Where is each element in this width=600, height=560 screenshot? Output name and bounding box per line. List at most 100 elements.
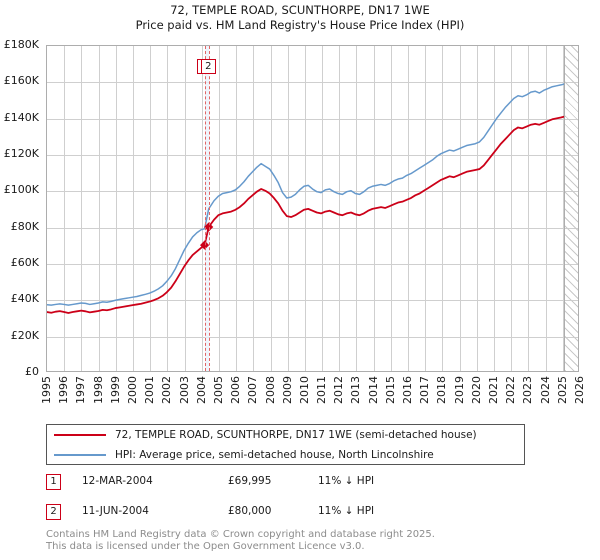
grid-line-vertical xyxy=(562,46,564,371)
grid-line-vertical xyxy=(201,46,203,371)
legend-label-hpi: HPI: Average price, semi-detached house,… xyxy=(115,449,434,461)
transaction-index-badge: 1 xyxy=(46,474,61,490)
x-axis-tick-label: 2012 xyxy=(332,376,346,404)
y-axis-tick-label: £60K xyxy=(10,256,39,269)
x-axis-tick-label: 2015 xyxy=(383,376,397,404)
table-row: 2 11-JUN-2004 £80,000 11% ↓ HPI xyxy=(46,504,526,524)
y-axis-tick-label: £20K xyxy=(10,328,39,342)
x-axis-tick-label: 2020 xyxy=(469,376,483,404)
chart-plot-area xyxy=(46,45,579,372)
x-axis-tick-label: 1996 xyxy=(57,376,71,404)
grid-line-vertical xyxy=(150,46,152,371)
x-axis-tick-label: 2003 xyxy=(177,376,191,404)
grid-line-vertical xyxy=(408,46,410,371)
grid-line-vertical xyxy=(511,46,513,371)
grid-line-horizontal xyxy=(47,155,578,156)
series-lines xyxy=(47,83,566,314)
legend-label-property: 72, TEMPLE ROAD, SCUNTHORPE, DN17 1WE (s… xyxy=(115,429,477,441)
grid-line-vertical xyxy=(494,46,496,371)
legend-swatch-hpi xyxy=(54,454,106,456)
grid-line-vertical xyxy=(270,46,272,371)
table-row: 1 12-MAR-2004 £69,995 11% ↓ HPI xyxy=(46,474,526,494)
grid-line-vertical xyxy=(545,46,547,371)
y-axis-tick-label: £140K xyxy=(3,110,39,124)
transaction-index-badge: 2 xyxy=(46,504,61,520)
x-axis-tick-label: 2006 xyxy=(229,376,243,404)
grid-line-vertical xyxy=(425,46,427,371)
grid-line-horizontal xyxy=(47,264,578,265)
grid-line-vertical xyxy=(81,46,83,371)
footer-attribution: Contains HM Land Registry data © Crown c… xyxy=(46,529,586,552)
grid-line-horizontal xyxy=(47,227,578,229)
event-diamond-marker xyxy=(199,240,210,250)
x-axis-tick-label: 2013 xyxy=(349,376,363,404)
x-axis-tick-label: 1998 xyxy=(91,376,105,404)
x-axis-tick-label: 2023 xyxy=(521,376,535,404)
x-axis-tick-label: 2022 xyxy=(504,376,518,404)
footer-line-2: This data is licensed under the Open Gov… xyxy=(46,540,365,552)
x-axis-tick-label: 2008 xyxy=(263,376,277,404)
footer-line-1: Contains HM Land Registry data © Crown c… xyxy=(46,529,435,540)
x-axis-tick-label: 1999 xyxy=(108,376,122,404)
grid-line-vertical xyxy=(115,46,117,371)
x-axis-tick-label: 2016 xyxy=(401,376,415,404)
grid-line-vertical xyxy=(442,46,444,371)
hpi-line xyxy=(47,83,566,306)
x-axis-tick-label: 2018 xyxy=(435,376,449,404)
transaction-hpi-delta: 11% ↓ HPI xyxy=(318,475,375,487)
y-axis-tick-label: £100K xyxy=(3,183,39,197)
x-axis-tick-label: 2009 xyxy=(280,376,294,404)
grid-line-vertical xyxy=(167,46,169,371)
page-title: 72, TEMPLE ROAD, SCUNTHORPE, DN17 1WE xyxy=(170,3,430,17)
event-number-box: 2 xyxy=(200,59,216,74)
event-dashed-line xyxy=(205,46,207,371)
y-axis-tick-label: £180K xyxy=(3,38,39,51)
x-axis-tick-label: 2019 xyxy=(452,376,466,404)
transaction-price: £80,000 xyxy=(228,505,272,517)
x-axis-tick-label: 2007 xyxy=(246,376,260,404)
x-axis-tick-label: 1997 xyxy=(74,376,88,404)
x-axis-tick-label: 2021 xyxy=(487,376,501,404)
grid-line-vertical xyxy=(287,46,289,371)
transaction-hpi-delta: 11% ↓ HPI xyxy=(318,505,375,517)
grid-line-vertical xyxy=(218,46,220,371)
grid-line-horizontal xyxy=(47,336,578,338)
transaction-date: 12-MAR-2004 xyxy=(82,475,153,487)
grid-line-vertical xyxy=(356,46,358,371)
y-axis-tick-label: £80K xyxy=(10,219,39,233)
grid-line-vertical xyxy=(253,46,255,371)
x-axis-tick-label: 2004 xyxy=(194,376,208,404)
x-axis-tick-label: 2002 xyxy=(160,376,174,404)
grid-line-horizontal xyxy=(47,82,578,84)
event-diamond-marker xyxy=(204,222,214,232)
y-axis-tick-label: £40K xyxy=(10,292,39,306)
x-axis-tick-label: 2025 xyxy=(555,376,569,404)
grid-line-vertical xyxy=(132,46,134,371)
transaction-price: £69,995 xyxy=(228,475,272,487)
grid-line-vertical xyxy=(528,46,530,371)
grid-line-vertical xyxy=(322,46,324,371)
grid-line-vertical xyxy=(339,46,341,371)
legend-swatch-property xyxy=(54,434,106,436)
transaction-date: 11-JUN-2004 xyxy=(82,505,149,517)
y-axis-tick-label: £160K xyxy=(3,74,39,88)
legend-item-hpi: HPI: Average price, semi-detached house,… xyxy=(47,445,524,465)
legend-item-property: 72, TEMPLE ROAD, SCUNTHORPE, DN17 1WE (s… xyxy=(47,425,524,445)
grid-line-vertical xyxy=(459,46,461,371)
x-axis-tick-label: 2017 xyxy=(418,376,432,404)
no-data-hatch-region xyxy=(564,46,578,371)
x-axis-tick-label: 2024 xyxy=(538,376,552,404)
x-axis-tick-label: 2005 xyxy=(211,376,225,404)
grid-line-vertical xyxy=(304,46,306,371)
event-highlight-band xyxy=(205,46,210,371)
grid-line-vertical xyxy=(64,46,66,371)
x-axis-tick-label: 2001 xyxy=(143,376,157,404)
x-axis-tick-label: 2026 xyxy=(573,376,586,404)
chart-legend: 72, TEMPLE ROAD, SCUNTHORPE, DN17 1WE (s… xyxy=(46,424,525,465)
grid-line-horizontal xyxy=(47,118,578,120)
x-axis-tick-label: 2011 xyxy=(315,376,329,404)
page-subtitle: Price paid vs. HM Land Registry's House … xyxy=(135,18,465,32)
event-point-markers xyxy=(199,222,214,250)
grid-line-vertical xyxy=(98,46,100,371)
y-axis-tick-label: £120K xyxy=(3,147,39,160)
